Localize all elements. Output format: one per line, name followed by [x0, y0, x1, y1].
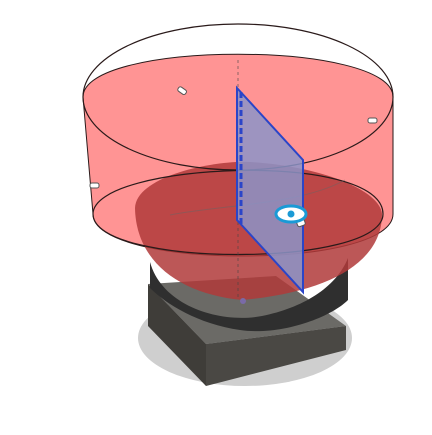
grip-handle-icon[interactable] — [89, 182, 100, 189]
move-gizmo-icon[interactable] — [274, 204, 308, 224]
grip-handle-icon[interactable] — [177, 86, 187, 96]
bowl-underside[interactable] — [150, 258, 348, 332]
base-block[interactable] — [148, 276, 346, 386]
section-plane-icon[interactable] — [236, 85, 304, 295]
grip-handle-icon[interactable] — [240, 298, 246, 304]
grip-handle-icon[interactable] — [367, 117, 378, 124]
